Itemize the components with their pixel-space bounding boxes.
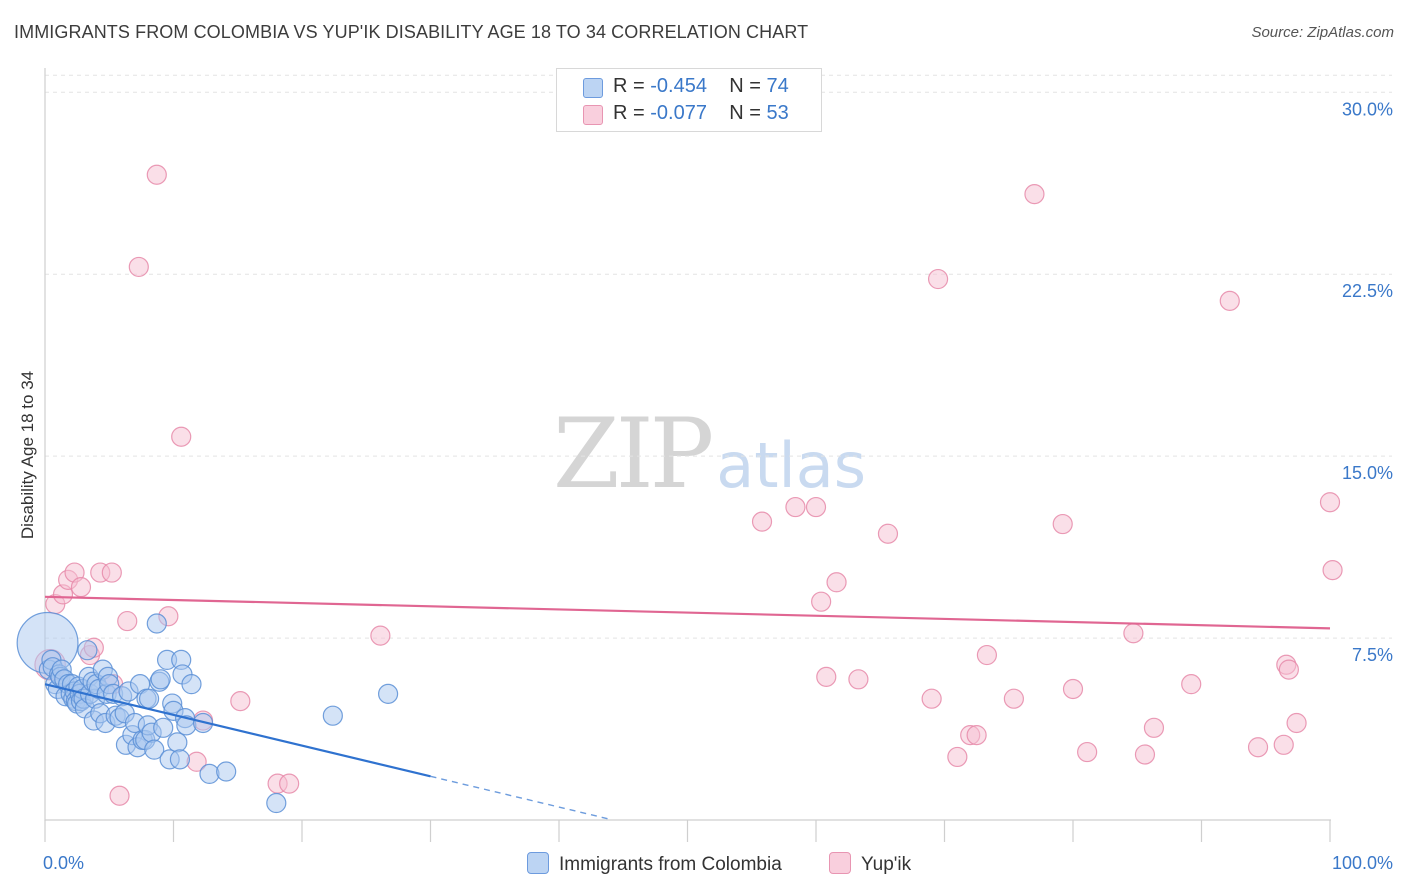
yupik-point <box>805 496 827 518</box>
colombia-point <box>167 732 188 753</box>
yupik-point <box>811 591 832 612</box>
yupik-point <box>1134 744 1156 765</box>
yupik-point <box>1143 717 1165 738</box>
bottom-legend-colombia-label: Immigrants from Colombia <box>559 854 782 875</box>
bottom-legend-colombia: Immigrants from Colombia <box>527 852 782 876</box>
colombia-point <box>169 749 191 770</box>
y-tick-label: 22.5% <box>1342 281 1393 301</box>
colombia-point <box>199 763 220 785</box>
yupik-point <box>230 691 251 712</box>
colombia-point <box>216 761 237 782</box>
colombia-trend-extension <box>430 775 611 821</box>
yupik-point <box>279 773 300 794</box>
legend-colombia-n-value: 74 <box>766 75 789 97</box>
legend-colombia-r-value: -0.454 <box>650 75 707 97</box>
yupik-point <box>1181 674 1202 695</box>
yupik-trend-line <box>44 595 1331 630</box>
legend-colombia-n-label: N = <box>729 75 761 97</box>
yupik-point <box>1273 734 1294 755</box>
x-tick-label-start: 0.0% <box>43 853 84 873</box>
yupik-point <box>1077 741 1098 763</box>
yupik-point <box>1052 513 1073 535</box>
yupik-point <box>117 610 138 632</box>
correlation-legend: R = -0.454 N = 74 R = -0.077 N = 53 <box>556 68 822 132</box>
yupik-point <box>751 511 773 532</box>
colombia-point <box>377 683 399 704</box>
axes <box>44 68 1331 842</box>
legend-yupik-r-value: -0.077 <box>650 102 707 124</box>
y-tick-labels: 7.5% 15.0% 22.5% 30.0% <box>1342 99 1393 665</box>
legend-yupik-n-value: 53 <box>766 102 789 124</box>
yupik-point <box>1278 659 1299 680</box>
yupik-point <box>826 572 847 593</box>
colombia-point <box>322 705 343 726</box>
yupik-point <box>1322 560 1343 581</box>
yupik-point <box>966 724 987 746</box>
colombia-point <box>153 717 174 738</box>
legend-swatch-yupik <box>583 105 603 125</box>
yupik-point <box>1003 688 1024 709</box>
yupik-point <box>1219 290 1240 311</box>
yupik-point <box>877 523 899 544</box>
yupik-point <box>109 785 130 806</box>
y-tick-label: 30.0% <box>1342 99 1393 119</box>
yupik-point <box>1319 492 1341 513</box>
yupik-point <box>976 644 998 666</box>
colombia-trend-line <box>44 683 431 778</box>
yupik-point <box>370 625 391 646</box>
bottom-legend-yupik: Yup'ik <box>829 852 911 876</box>
x-tick-labels: 0.0% 100.0% <box>43 853 1393 873</box>
yupik-point <box>816 666 837 687</box>
y-tick-label: 7.5% <box>1352 645 1393 665</box>
colombia-point <box>181 674 202 695</box>
yupik-point <box>947 746 968 768</box>
legend-swatch-colombia <box>583 78 603 98</box>
yupik-points <box>34 164 1343 806</box>
legend-yupik-n-label: N = <box>729 102 761 124</box>
x-tick-label-end: 100.0% <box>1332 853 1393 873</box>
colombia-point <box>266 792 287 814</box>
colombia-point <box>146 613 167 634</box>
yupik-point <box>128 256 149 278</box>
y-axis-label: Disability Age 18 to 34 <box>18 370 37 540</box>
yupik-point <box>921 688 942 709</box>
yupik-point <box>1123 623 1144 644</box>
yupik-point <box>1286 712 1307 734</box>
y-tick-label: 15.0% <box>1342 463 1393 483</box>
yupik-point <box>146 164 167 185</box>
grid-lines <box>45 74 1392 639</box>
yupik-point <box>70 577 92 598</box>
yupik-point <box>1062 678 1084 700</box>
yupik-point <box>1247 737 1269 758</box>
bottom-legend-yupik-label: Yup'ik <box>861 854 912 875</box>
yupik-point <box>1024 184 1045 205</box>
colombia-point <box>150 669 171 690</box>
legend-colombia-r-label: R = <box>613 75 645 97</box>
colombia-point <box>144 739 165 760</box>
yupik-point <box>927 268 949 290</box>
yupik-point <box>848 669 869 690</box>
chart-title: IMMIGRANTS FROM COLOMBIA VS YUP'IK DISAB… <box>14 22 809 42</box>
bottom-legend-swatch-colombia <box>527 852 549 874</box>
yupik-point <box>171 426 192 447</box>
legend-yupik-r-label: R = <box>613 102 645 124</box>
colombia-point <box>138 688 160 709</box>
trend-lines <box>44 595 1331 821</box>
colombia-point <box>77 640 98 661</box>
bottom-legend-swatch-yupik <box>829 852 851 874</box>
source-label: Source: ZipAtlas.com <box>1251 24 1394 41</box>
yupik-point <box>785 496 806 518</box>
yupik-point <box>101 562 122 583</box>
